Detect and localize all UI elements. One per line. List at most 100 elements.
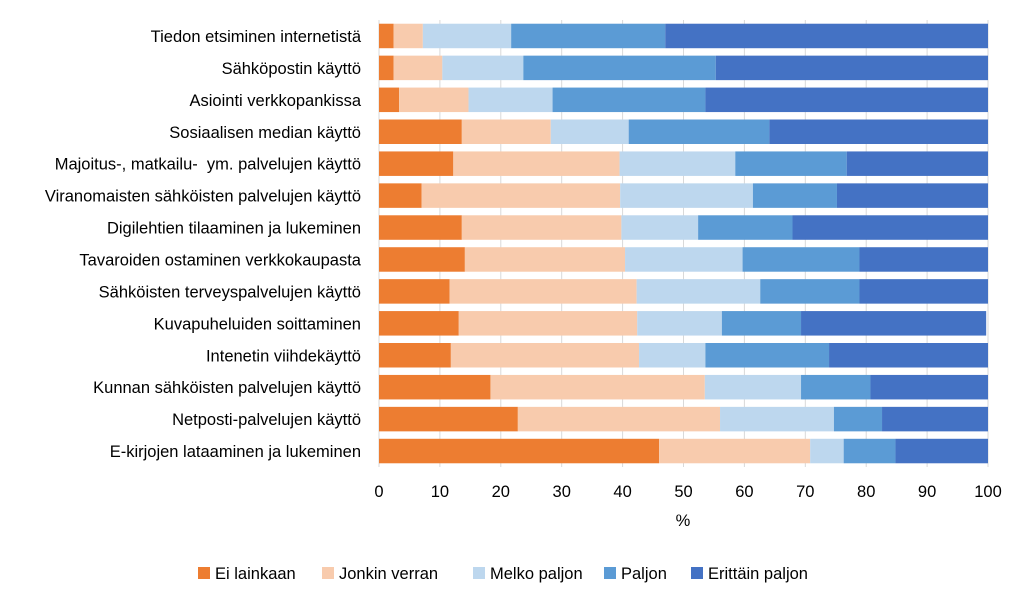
bar-segment [379, 343, 451, 368]
bar-segment [721, 311, 802, 336]
bar-segment [843, 438, 896, 464]
bar-segment [735, 151, 847, 176]
bar-segment [752, 183, 837, 208]
legend-swatch [473, 567, 485, 579]
bar-segment [458, 311, 638, 336]
bar-segment [422, 23, 512, 49]
bar-segment [882, 406, 988, 432]
bar-segment [760, 279, 860, 304]
bar-segment [379, 279, 450, 304]
bar-segment [704, 374, 802, 400]
legend-label: Melko paljon [490, 565, 583, 583]
bar-segment [836, 183, 988, 208]
bar-segment [620, 183, 753, 208]
bar-segment [379, 119, 462, 144]
bar-segment [619, 151, 736, 176]
legend-swatch [604, 567, 616, 579]
bar-segment [449, 279, 637, 304]
bar-segment [550, 119, 629, 144]
bar-segment [379, 247, 465, 272]
bar-segment [399, 87, 469, 113]
bar-segment [379, 215, 462, 240]
bar-segment [895, 438, 988, 464]
bar-segment [379, 183, 422, 208]
bar-segment [523, 55, 716, 81]
bar-segment [379, 23, 394, 49]
bar-segment [720, 406, 834, 432]
bar-segment [379, 406, 518, 432]
x-tick-label: 40 [613, 483, 631, 501]
bar-segment [517, 406, 721, 432]
bar-segment [742, 247, 860, 272]
bar-segment [659, 438, 811, 464]
bar-segment [792, 215, 988, 240]
bar-segment [379, 55, 394, 81]
category-label: E-kirjojen lataaminen ja lukeminen [110, 443, 361, 461]
legend-swatch [322, 567, 334, 579]
bar-segment [379, 311, 459, 336]
category-label: Majoitus-, matkailu- ym. palvelujen käyt… [55, 156, 361, 174]
legend-label: Ei lainkaan [215, 565, 296, 583]
legend-swatch [198, 567, 210, 579]
legend-swatch [691, 567, 703, 579]
bar-segment [833, 406, 883, 432]
category-label: Kunnan sähköisten palvelujen käyttö [93, 379, 361, 397]
bar-segment [468, 87, 553, 113]
bar-segment [829, 343, 988, 368]
x-axis-title: % [676, 512, 691, 530]
x-tick-label: 50 [674, 483, 692, 501]
bar-segment [705, 343, 830, 368]
bar-segment [810, 438, 844, 464]
x-tick-label: 10 [431, 483, 449, 501]
bars [379, 23, 988, 464]
bar-segment [769, 119, 988, 144]
x-tick-label: 90 [918, 483, 936, 501]
x-tick-label: 100 [974, 483, 1002, 501]
category-label: Kuvapuheluiden soittaminen [154, 315, 361, 333]
bar-segment [379, 87, 400, 113]
bar-segment [715, 55, 988, 81]
bar-segment [393, 23, 423, 49]
category-labels: Tiedon etsiminen internetistä Sähköpostin… [45, 28, 362, 461]
bar-segment [846, 151, 988, 176]
category-label: Intenetin viihdekäyttö [206, 347, 361, 365]
bar-segment [698, 215, 793, 240]
bar-segment [379, 374, 491, 400]
bar-segment [628, 119, 770, 144]
bar-segment [379, 151, 454, 176]
category-label: Netposti-palvelujen käyttö [172, 411, 361, 429]
gridlines [378, 20, 989, 467]
bar-segment [461, 119, 551, 144]
category-label: Tiedon etsiminen internetistä [151, 28, 362, 46]
category-label: Digilehtien tilaaminen ja lukeminen [107, 220, 361, 238]
category-label: Asiointi verkkopankissa [190, 92, 362, 110]
bar-segment [511, 23, 666, 49]
bar-segment [442, 55, 524, 81]
bar-segment [636, 279, 761, 304]
category-label: Viranomaisten sähköisten palvelujen käyt… [45, 188, 361, 206]
x-tick-labels: 0 10 20 30 40 50 60 70 80 90 100 [374, 483, 1001, 501]
x-tick-label: 80 [857, 483, 875, 501]
bar-segment [870, 374, 988, 400]
category-label: Sosiaalisen median käyttö [169, 124, 361, 142]
bar-segment [379, 438, 660, 464]
bar-segment [705, 87, 988, 113]
bar-segment [801, 311, 987, 336]
bar-segment [859, 279, 988, 304]
legend-label: Jonkin verran [339, 565, 438, 583]
category-label: Sähköisten terveyspalvelujen käyttö [99, 283, 361, 301]
bar-segment [421, 183, 621, 208]
bar-segment [453, 151, 620, 176]
bar-segment [393, 55, 443, 81]
category-label: Tavaroiden ostaminen verkkokaupasta [79, 251, 361, 269]
bar-segment [621, 215, 699, 240]
bar-segment [552, 87, 706, 113]
x-tick-label: 30 [553, 483, 571, 501]
x-tick-label: 0 [374, 483, 383, 501]
legend: Ei lainkaan Jonkin verran Melko paljon Palj… [198, 565, 808, 583]
bar-segment [450, 343, 640, 368]
legend-label: Erittäin paljon [708, 565, 808, 583]
bar-segment [461, 215, 622, 240]
x-tick-label: 60 [735, 483, 753, 501]
bar-segment [490, 374, 705, 400]
